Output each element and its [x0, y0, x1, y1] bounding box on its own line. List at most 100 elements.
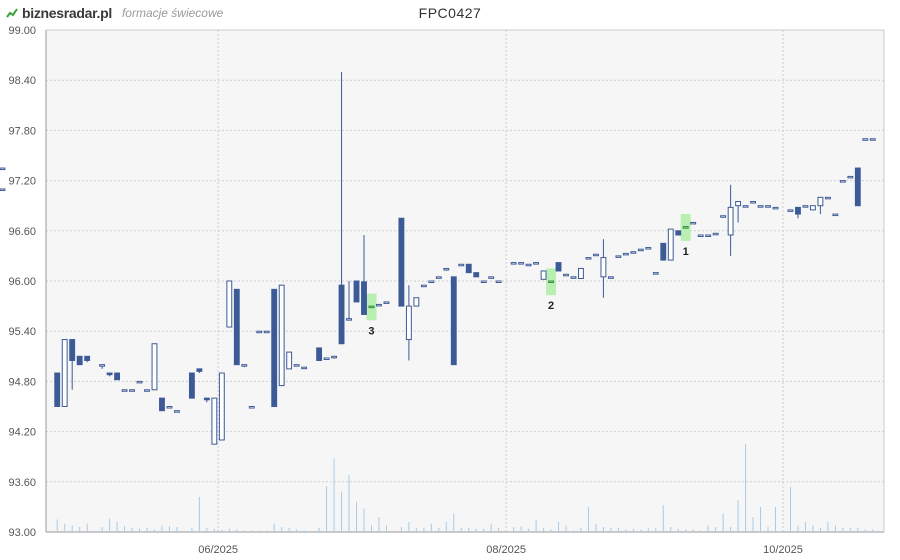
y-tick-label: 94.20	[8, 427, 36, 439]
candle-bear	[795, 206, 801, 215]
candle-bull	[645, 247, 652, 250]
candle-bear	[233, 288, 240, 366]
candle-bear	[106, 372, 113, 376]
candle-bear	[338, 284, 345, 345]
candle-bull	[622, 252, 629, 256]
candle-bear	[69, 339, 76, 361]
candle-bull	[667, 228, 674, 261]
y-tick-label: 96.00	[8, 276, 36, 288]
y-tick-label: 97.80	[8, 125, 36, 137]
candle-bull	[413, 297, 420, 307]
candle-bull	[263, 330, 270, 334]
candle-bull	[869, 138, 876, 141]
candle-bull	[839, 180, 846, 183]
candle-bull	[570, 276, 577, 279]
candle-bull	[136, 380, 143, 384]
x-tick-label: 06/2025	[198, 544, 238, 556]
y-tick-label: 93.00	[8, 527, 36, 539]
candle-bull	[0, 167, 6, 171]
candle-bull	[420, 284, 427, 288]
candle-bear	[361, 281, 367, 315]
candle-bull	[301, 366, 308, 370]
candle-bull	[0, 188, 6, 191]
candle-bull	[540, 270, 547, 280]
candle-bear	[473, 272, 480, 278]
candle-bear	[675, 230, 682, 236]
candle-bull	[144, 389, 150, 392]
pattern-label: 2	[548, 300, 554, 312]
candle-bear	[54, 372, 61, 407]
candle-bear	[854, 167, 861, 207]
y-tick-label: 99.00	[8, 25, 36, 37]
candle-bear	[450, 276, 457, 366]
candle-bull	[443, 267, 450, 271]
candle-bull	[802, 205, 809, 208]
candle-bull	[533, 262, 540, 265]
y-tick-label: 97.20	[8, 176, 36, 188]
candle-bull	[772, 206, 779, 210]
y-tick-label: 96.60	[8, 226, 36, 238]
candle-bull	[518, 262, 525, 265]
candle-bull	[607, 276, 614, 279]
candle-bull	[690, 221, 697, 225]
plot-background	[46, 30, 884, 532]
candle-bull	[151, 343, 158, 391]
y-tick-label: 93.60	[8, 477, 36, 489]
candle-bull	[458, 263, 465, 267]
candle-bear	[84, 355, 91, 361]
candle-bull	[809, 205, 816, 211]
candle-bull	[405, 305, 412, 341]
candle-bear	[316, 347, 323, 361]
logo-brand: biznesradar.pl	[22, 5, 112, 21]
candle-bull	[525, 263, 532, 267]
candle-bull	[435, 276, 442, 279]
candle-bear	[76, 355, 83, 366]
y-tick-label: 94.80	[8, 376, 36, 388]
candle-bull	[256, 330, 263, 334]
candle-bull	[293, 364, 300, 367]
candle-bull	[286, 351, 293, 370]
candle-bull	[346, 318, 352, 321]
candle-bull	[488, 276, 495, 279]
candle-bull	[750, 201, 756, 204]
candle-bull	[376, 303, 382, 307]
candle-bull	[563, 273, 569, 277]
candle-bull	[630, 251, 637, 254]
candle-bull	[832, 213, 839, 217]
candle-bull	[697, 234, 704, 237]
candle-bull	[323, 357, 330, 360]
candle-bull	[578, 267, 584, 279]
candle-bull	[585, 257, 592, 260]
candle-bear	[353, 280, 360, 303]
candle-bull	[226, 280, 233, 328]
candle-bull	[727, 206, 734, 236]
candle-bull	[166, 406, 173, 409]
logo-chart-icon	[6, 8, 18, 18]
candle-bear	[203, 397, 210, 401]
pattern-label: 1	[683, 246, 689, 258]
candle-bull	[548, 280, 554, 283]
candle-bear	[398, 217, 405, 307]
candle-bull	[278, 284, 285, 387]
candle-bull	[682, 226, 689, 229]
candle-bear	[188, 372, 195, 399]
candle-bull	[847, 175, 854, 179]
candle-bull	[61, 339, 68, 408]
candle-bull	[368, 305, 375, 309]
candle-bull	[99, 364, 106, 367]
candle-bull	[428, 280, 435, 283]
candle-bear	[196, 368, 203, 372]
candle-bull	[637, 248, 644, 252]
candle-bull	[510, 262, 517, 265]
candle-bear	[159, 397, 165, 412]
logo-subtitle: formacje świecowe	[121, 6, 224, 20]
candle-bull	[480, 280, 487, 283]
candle-bull	[129, 389, 135, 392]
candle-bull	[241, 364, 248, 367]
logo[interactable]: biznesradar.pl formacje świecowe	[6, 4, 223, 22]
candle-bear	[271, 288, 278, 407]
candle-bull	[121, 389, 128, 392]
y-tick-label: 95.40	[8, 326, 36, 338]
candle-bull	[218, 372, 225, 441]
